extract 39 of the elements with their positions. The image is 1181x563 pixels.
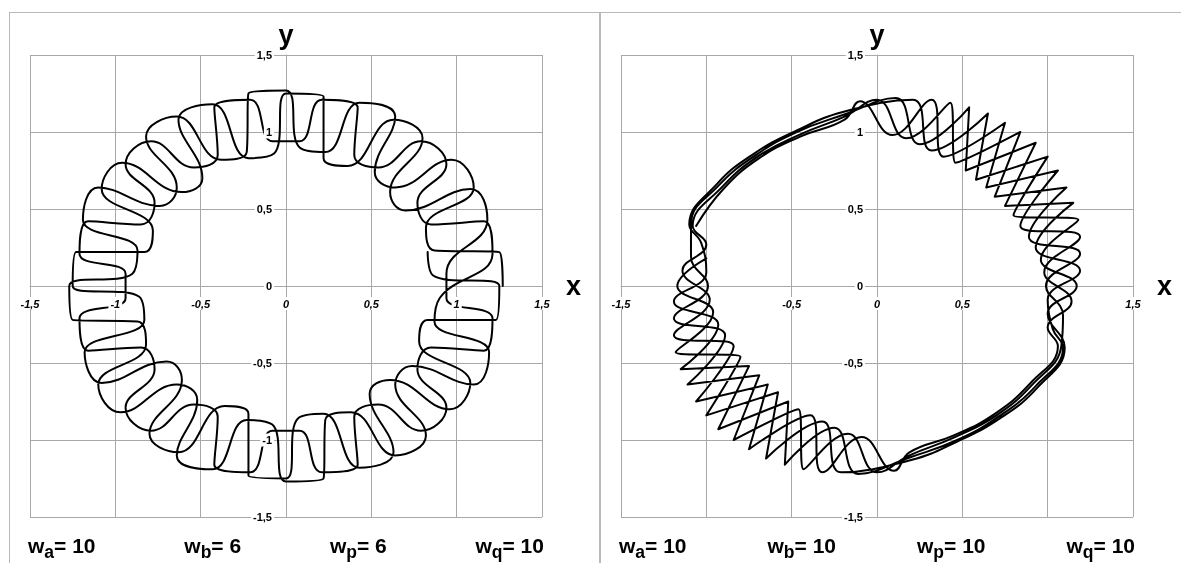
x-tick-label: 1,5 (534, 297, 551, 310)
y-tick-label: -1,5 (253, 511, 272, 523)
x-tick-label: 0,5 (363, 297, 380, 310)
y-tick-label: 1,5 (256, 49, 272, 61)
y-tick-label: -0,5 (253, 357, 272, 369)
text: w$_{p}$= 6 (329, 533, 387, 563)
line-series (672, 97, 1082, 475)
text: w$_{b}$= 10 (767, 533, 837, 563)
x-tick-label: -1,5 (611, 297, 632, 310)
x-tick-label: -1 (110, 297, 121, 310)
x-tick-label: 1 (453, 297, 460, 310)
y-tick-label: 0,5 (256, 203, 272, 215)
text: w$_{q}$= 10 (475, 533, 544, 563)
y-tick-label: 0 (265, 280, 272, 292)
y-axis-title: y (278, 20, 294, 51)
text: w$_{q}$= 10 (1066, 533, 1135, 563)
x-tick-label: -0,5 (191, 297, 212, 310)
line-series (68, 89, 504, 483)
x-tick-label: -0,5 (782, 297, 803, 310)
text: w$_{a}$= 10 (28, 533, 96, 563)
y-tick-label: 1,5 (847, 49, 863, 61)
y-tick-label: -0,5 (844, 357, 863, 369)
text: w$_{a}$= 10 (619, 533, 687, 563)
y-tick-label: -1,5 (844, 511, 863, 523)
x-tick-label: 0 (282, 297, 290, 310)
y-tick-label: 1 (856, 126, 863, 138)
y-tick-label: 0 (856, 280, 863, 292)
x-tick-label: 0,5 (954, 297, 971, 310)
y-axis-title: y (869, 20, 885, 51)
text: w$_{p}$= 10 (917, 533, 986, 563)
x-tick-label: -1,5 (20, 297, 41, 310)
x-tick-label: 0 (873, 297, 881, 310)
x-axis-title: x (1157, 271, 1173, 301)
x-tick-label: 1,5 (1125, 297, 1142, 310)
x-axis-title: x (566, 271, 582, 301)
y-tick-label: 0,5 (847, 203, 863, 215)
y-tick-label: -1 (262, 434, 272, 446)
y-tick-label: 1 (265, 126, 272, 138)
text: w$_{b}$= 6 (184, 533, 242, 563)
